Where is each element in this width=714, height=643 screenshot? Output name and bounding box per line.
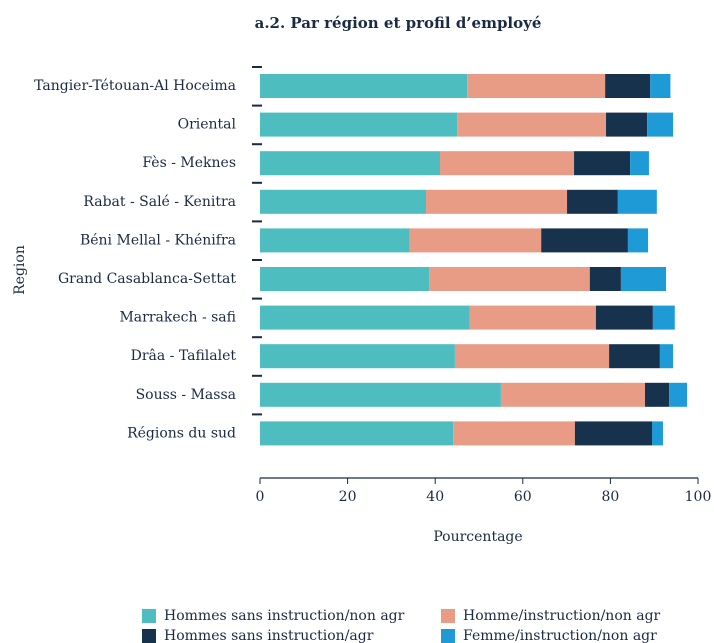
- y-tick-label: Grand Casablanca-Settat: [58, 271, 236, 287]
- bar-segment: [630, 151, 649, 176]
- bar-segment: [574, 151, 631, 176]
- bar-segment: [260, 305, 470, 330]
- bar-segment: [457, 112, 607, 137]
- x-axis-label: Pourcentage: [433, 529, 522, 545]
- y-tick-label: Souss - Massa: [136, 387, 236, 403]
- bar-segment: [260, 421, 454, 446]
- chart-title: a.2. Par région et profil d’employé: [255, 14, 542, 32]
- x-tick-label: 0: [256, 489, 265, 505]
- y-tick-label: Tangier-Tétouan-Al Hoceima: [34, 78, 236, 94]
- legend-swatch: [441, 629, 455, 643]
- x-tick-label: 100: [685, 489, 712, 505]
- legend-label: Homme/instruction/non agr: [463, 608, 661, 624]
- bar-segment: [260, 267, 430, 291]
- y-tick-label: Oriental: [178, 117, 237, 133]
- bar-segment: [454, 344, 610, 369]
- bar-segment: [440, 151, 575, 176]
- bar-segment: [260, 228, 410, 253]
- bar-segment: [469, 305, 596, 330]
- bar-segment: [647, 112, 674, 137]
- y-tick-label: Rabat - Salé - Kenitra: [83, 194, 236, 210]
- bar-segment: [453, 421, 575, 446]
- y-tick-label: Fès - Meknes: [142, 155, 236, 171]
- x-tick-label: 80: [601, 489, 619, 505]
- bar-segment: [500, 382, 646, 407]
- bar-segment: [650, 74, 671, 98]
- bar-segment: [260, 382, 501, 407]
- bar-segment: [627, 228, 649, 253]
- bar-segment: [426, 189, 568, 214]
- y-tick-label: Marrakech - safi: [119, 310, 236, 326]
- y-tick-label: Régions du sud: [127, 425, 236, 441]
- bar-segment: [260, 189, 427, 214]
- x-tick-label: 20: [339, 489, 357, 505]
- bar-segment: [260, 344, 455, 369]
- bar-segment: [589, 267, 621, 291]
- y-tick-label: Drâa - Tafilalet: [131, 348, 237, 364]
- bar-segment: [652, 421, 663, 446]
- bar-segment: [659, 344, 674, 369]
- legend-swatch: [441, 609, 455, 623]
- bar-segment: [467, 74, 606, 98]
- bar-segment: [609, 344, 660, 369]
- y-axis-label: Region: [12, 245, 28, 295]
- legend-label: Hommes sans instruction/agr: [164, 628, 374, 643]
- bar-segment: [429, 267, 590, 291]
- bar-segment: [645, 382, 670, 407]
- bar-segment: [669, 382, 688, 407]
- bar-segment: [606, 112, 648, 137]
- legend-label: Hommes sans instruction/non agr: [164, 608, 405, 624]
- bar-segment: [620, 267, 667, 291]
- bar-segment: [605, 74, 651, 98]
- bar-segment: [541, 228, 628, 253]
- bar-segment: [595, 305, 653, 330]
- bar-segment: [652, 305, 675, 330]
- bar-segment: [260, 74, 468, 98]
- bar-segment: [567, 189, 618, 214]
- bar-segment: [260, 112, 458, 137]
- legend-swatch: [142, 609, 156, 623]
- bar-segment: [617, 189, 657, 214]
- x-tick-label: 40: [426, 489, 444, 505]
- legend-swatch: [142, 629, 156, 643]
- bar-segment: [409, 228, 542, 253]
- bar-segment: [574, 421, 653, 446]
- legend-label: Femme/instruction/non agr: [463, 628, 657, 643]
- bar-segment: [260, 151, 441, 176]
- x-tick-label: 60: [514, 489, 532, 505]
- y-tick-label: Béni Mellal - Khénifra: [80, 232, 236, 248]
